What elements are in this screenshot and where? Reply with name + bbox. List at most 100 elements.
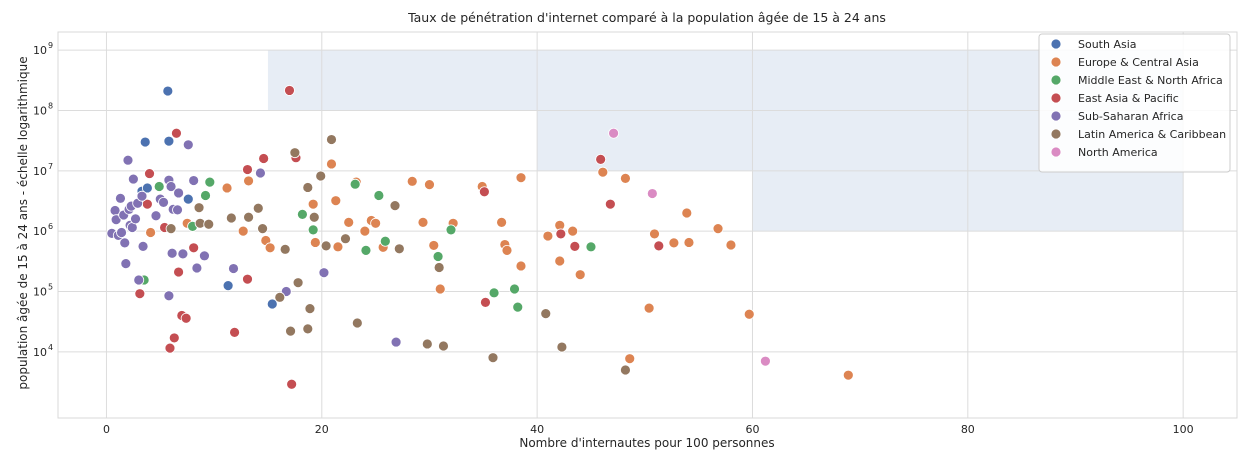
point-east-asia-pacific <box>168 332 180 344</box>
point-middle-east-north-africa <box>488 287 500 299</box>
point-latin-america-caribbean <box>320 240 332 252</box>
point-europe-central-asia <box>624 353 636 365</box>
point-latin-america-caribbean <box>304 303 316 315</box>
point-europe-central-asia <box>221 182 233 194</box>
y-tick-base: 10 <box>33 225 47 238</box>
point-sub-saharan-africa <box>130 213 141 225</box>
point-middle-east-north-africa <box>297 208 308 220</box>
point-latin-america-caribbean <box>292 277 304 289</box>
legend-label: North America <box>1078 146 1158 159</box>
point-east-asia-pacific <box>478 186 490 198</box>
legend-item: Sub-Saharan Africa <box>1050 110 1183 123</box>
y-tick-exponent: 9 <box>48 41 53 50</box>
point-europe-central-asia <box>597 166 609 178</box>
point-sub-saharan-africa <box>150 210 162 222</box>
point-sub-saharan-africa <box>191 262 203 274</box>
point-europe-central-asia <box>649 228 660 240</box>
point-latin-america-caribbean <box>438 340 449 352</box>
point-east-asia-pacific <box>188 242 200 254</box>
highlight-region-2 <box>537 110 753 171</box>
point-middle-east-north-africa <box>585 241 597 253</box>
point-europe-central-asia <box>417 216 429 228</box>
y-tick-label: 10 6 <box>33 222 53 238</box>
legend-label: Latin America & Caribbean <box>1078 128 1226 141</box>
point-latin-america-caribbean <box>421 338 433 350</box>
point-europe-central-asia <box>343 216 355 228</box>
y-tick-exponent: 6 <box>48 222 53 231</box>
point-east-asia-pacific <box>569 240 581 252</box>
point-latin-america-caribbean <box>315 170 327 182</box>
x-tick-label: 0 <box>103 423 110 436</box>
point-sub-saharan-africa <box>165 181 177 192</box>
point-latin-america-caribbean <box>308 211 320 223</box>
point-latin-america-caribbean <box>203 218 215 230</box>
point-europe-central-asia <box>370 217 382 229</box>
plot-area-frame <box>57 31 1238 419</box>
point-europe-central-asia <box>330 195 342 207</box>
y-tick-base: 10 <box>33 104 47 117</box>
point-middle-east-north-africa <box>307 224 319 236</box>
point-sub-saharan-africa <box>116 227 127 238</box>
point-east-asia-pacific <box>258 153 270 164</box>
point-sub-saharan-africa <box>173 187 184 199</box>
point-europe-central-asia <box>681 207 693 219</box>
point-east-asia-pacific <box>173 266 184 278</box>
legend: South Asia Europe & Central Asia Middle Ea… <box>1038 33 1231 173</box>
legend-label: Middle East & North Africa <box>1078 74 1223 87</box>
point-latin-america-caribbean <box>556 341 568 353</box>
point-middle-east-north-africa <box>360 244 372 256</box>
point-east-asia-pacific <box>242 164 253 175</box>
y-tick-base: 10 <box>33 44 47 57</box>
point-middle-east-north-africa <box>204 176 216 188</box>
point-east-asia-pacific <box>284 85 295 96</box>
point-east-asia-pacific <box>653 240 665 252</box>
highlight-region-1 <box>267 50 753 111</box>
point-north-america <box>646 188 658 199</box>
point-middle-east-north-africa <box>432 251 444 262</box>
point-latin-america-caribbean <box>433 262 445 273</box>
point-south-asia <box>182 193 194 205</box>
data-points <box>106 85 854 390</box>
point-sub-saharan-africa <box>137 240 149 252</box>
point-middle-east-north-africa <box>509 283 520 295</box>
point-north-america <box>760 355 771 367</box>
y-tick-exponent: 8 <box>48 101 53 110</box>
point-sub-saharan-africa <box>255 167 266 179</box>
point-south-asia <box>141 182 153 194</box>
point-east-asia-pacific <box>229 326 240 338</box>
point-europe-central-asia <box>359 225 371 237</box>
point-east-asia-pacific <box>134 288 146 300</box>
legend-label: South Asia <box>1078 38 1137 51</box>
point-europe-central-asia <box>326 158 337 170</box>
point-middle-east-north-africa <box>445 224 457 236</box>
legend-marker <box>1050 128 1062 140</box>
legend-marker <box>1050 146 1062 158</box>
point-sub-saharan-africa <box>115 192 126 204</box>
point-latin-america-caribbean <box>257 223 268 235</box>
point-middle-east-north-africa <box>153 181 165 192</box>
legend-label: Sub-Saharan Africa <box>1078 110 1183 123</box>
point-latin-america-caribbean <box>326 134 337 145</box>
point-sub-saharan-africa <box>127 173 139 185</box>
point-europe-central-asia <box>243 175 254 187</box>
legend-label: East Asia & Pacific <box>1078 92 1179 105</box>
point-latin-america-caribbean <box>351 317 363 329</box>
y-tick-base: 10 <box>33 165 47 178</box>
point-south-asia <box>266 298 278 310</box>
point-sub-saharan-africa <box>228 263 239 274</box>
x-axis-title: Nombre d'internautes pour 100 personnes <box>519 436 774 450</box>
legend-marker <box>1050 74 1062 86</box>
point-sub-saharan-africa <box>172 204 183 216</box>
point-sub-saharan-africa <box>158 196 169 208</box>
y-tick-label: 10 7 <box>33 162 53 178</box>
point-south-asia <box>222 280 234 292</box>
point-sub-saharan-africa <box>199 250 210 262</box>
point-sub-saharan-africa <box>177 248 189 260</box>
legend-marker <box>1050 38 1062 50</box>
legend-marker <box>1050 56 1062 68</box>
legend-label: Europe & Central Asia <box>1078 56 1199 69</box>
point-latin-america-caribbean <box>302 323 314 335</box>
y-tick-exponent: 7 <box>48 162 53 171</box>
point-europe-central-asia <box>842 369 854 381</box>
